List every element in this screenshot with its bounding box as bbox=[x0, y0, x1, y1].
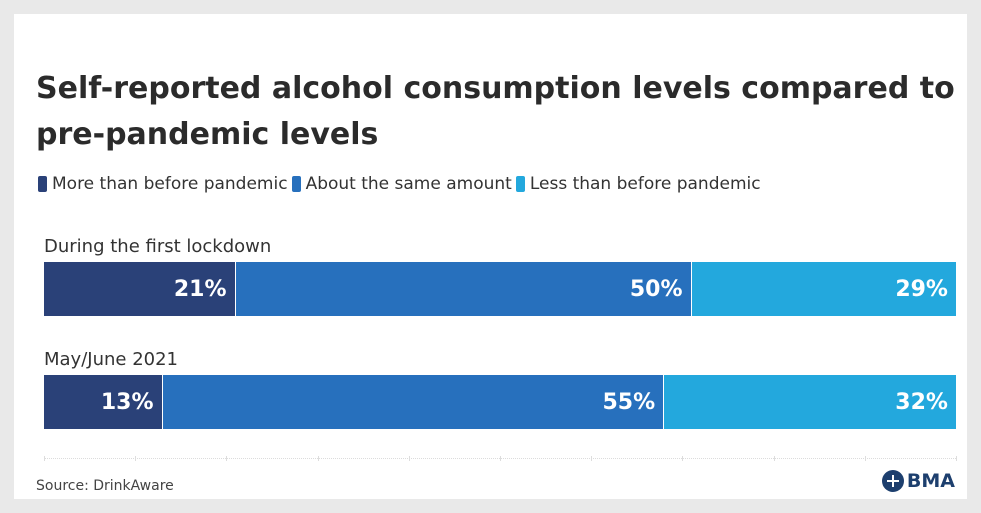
legend-item-1: About the same amount bbox=[291, 174, 512, 194]
legend-label-1: About the same amount bbox=[305, 174, 512, 194]
stacked-bar-0: 21% 50% 29% bbox=[44, 262, 956, 316]
legend-label-0: More than before pandemic bbox=[52, 174, 288, 194]
chart-card: Self-reported alcohol consumption levels… bbox=[14, 14, 967, 499]
bar-segment-1-2: 32% bbox=[664, 375, 956, 429]
x-tick-1 bbox=[135, 456, 137, 461]
stacked-bar-1: 13% 55% 32% bbox=[44, 375, 956, 429]
bar-segment-0-2: 29% bbox=[691, 262, 956, 316]
bar-segment-0-0: 21% bbox=[44, 262, 236, 316]
x-tick-5 bbox=[500, 456, 501, 461]
chart-legend: More than before pandemic About the same … bbox=[38, 174, 765, 194]
x-tick-8 bbox=[773, 456, 775, 461]
data-label-1-1: 55% bbox=[602, 389, 656, 415]
bar-segment-1-1: 55% bbox=[162, 375, 665, 429]
data-label-0-1: 50% bbox=[629, 276, 683, 302]
x-tick-6 bbox=[591, 456, 593, 461]
x-tick-9 bbox=[864, 456, 866, 461]
x-tick-3 bbox=[317, 456, 319, 461]
x-tick-7 bbox=[682, 456, 684, 461]
bma-logo: BMA bbox=[881, 470, 955, 492]
legend-swatch-2 bbox=[515, 176, 525, 192]
legend-item-0: More than before pandemic bbox=[38, 174, 288, 194]
bma-emblem-icon bbox=[881, 470, 904, 492]
x-tick-10 bbox=[956, 456, 957, 461]
category-label-1: May/June 2021 bbox=[44, 349, 179, 370]
legend-item-2: Less than before pandemic bbox=[515, 174, 761, 194]
data-label-1-2: 32% bbox=[895, 389, 948, 415]
bar-segment-1-0: 13% bbox=[44, 375, 163, 429]
legend-swatch-0 bbox=[38, 176, 47, 192]
chart-title: Self-reported alcohol consumption levels… bbox=[36, 71, 955, 152]
category-label-0: During the first lockdown bbox=[44, 236, 272, 257]
x-tick-2 bbox=[226, 456, 228, 461]
x-tick-4 bbox=[408, 456, 410, 461]
bma-logo-text: BMA bbox=[906, 470, 955, 492]
legend-label-2: Less than before pandemic bbox=[529, 174, 761, 194]
data-label-0-0: 21% bbox=[173, 276, 227, 302]
data-label-1-0: 13% bbox=[100, 389, 154, 415]
source-note: Source: DrinkAware bbox=[36, 478, 174, 494]
legend-swatch-1 bbox=[291, 176, 301, 192]
data-label-0-2: 29% bbox=[895, 276, 948, 302]
x-tick-0 bbox=[44, 456, 45, 461]
bar-segment-0-1: 50% bbox=[235, 262, 692, 316]
